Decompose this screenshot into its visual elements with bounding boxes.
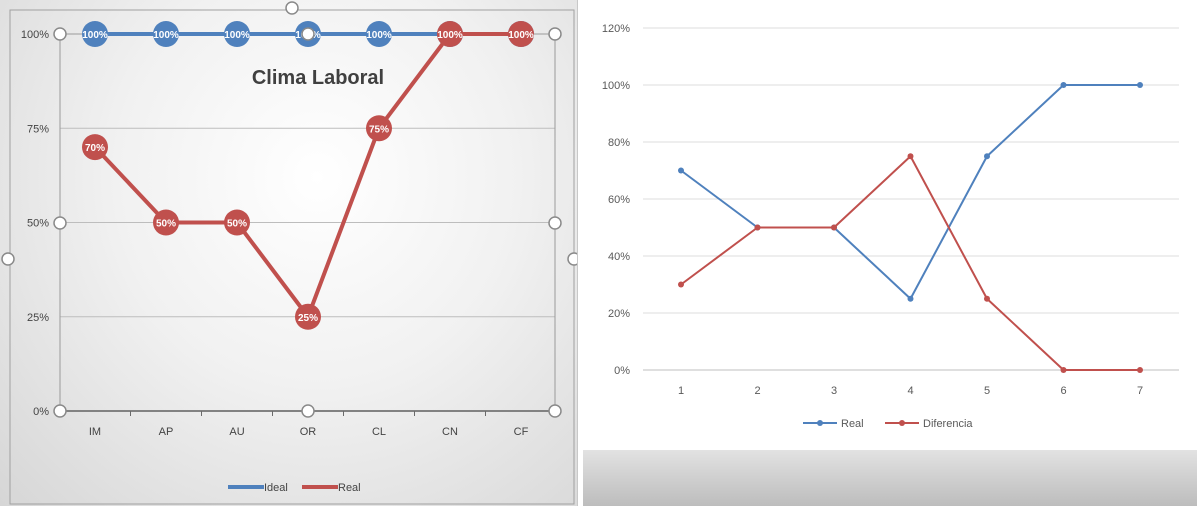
y-tick-label: 20% [608, 308, 630, 320]
real-diferencia-chart: 0% 20% 40% 60% 80% 100% 120% 1 2 3 4 5 6 7 Real Diferen… [602, 23, 1179, 430]
chart-title: Clima Laboral [252, 67, 384, 89]
y-tick-label: 75% [27, 123, 49, 135]
data-point-ideal[interactable] [153, 21, 179, 47]
resize-handle[interactable] [53, 404, 67, 418]
y-tick-label: 50% [27, 218, 49, 230]
y-tick-label: 60% [608, 194, 630, 206]
data-point-real[interactable] [1060, 82, 1067, 88]
resize-handle[interactable] [301, 27, 315, 41]
y-tick-label: 100% [602, 80, 630, 92]
data-label: 100% [153, 30, 179, 41]
bottom-gray-band [583, 450, 1197, 506]
data-label: 75% [369, 124, 389, 135]
x-tick-label: OR [300, 426, 317, 438]
series-line-real [680, 84, 1140, 300]
data-point-real[interactable] [1137, 82, 1143, 88]
x-tick-label: 3 [831, 385, 837, 397]
x-tick-label: AP [159, 426, 174, 438]
data-label: 100% [437, 30, 463, 41]
data-label: 100% [366, 30, 392, 41]
data-point-real[interactable] [224, 209, 250, 236]
x-tick-label: AU [229, 426, 244, 438]
y-tick-label: 25% [27, 312, 49, 324]
data-label: 100% [82, 30, 108, 41]
x-tick-label: 4 [907, 385, 913, 397]
legend-label: Ideal [264, 482, 288, 494]
x-tick-label: CF [514, 426, 529, 438]
data-point-ideal[interactable] [82, 21, 108, 47]
resize-handle[interactable] [548, 404, 562, 418]
resize-handle[interactable] [548, 27, 562, 41]
y-tick-label: 100% [21, 29, 49, 41]
x-tick-label: 7 [1137, 385, 1143, 397]
resize-handle[interactable] [53, 27, 67, 41]
data-point-diferencia[interactable] [831, 224, 837, 231]
data-point-ideal[interactable] [366, 21, 392, 47]
data-point-real[interactable] [366, 115, 392, 142]
data-label: 50% [156, 219, 176, 230]
data-point-diferencia[interactable] [984, 295, 990, 302]
data-point-real[interactable] [678, 167, 684, 174]
data-point-real[interactable] [437, 21, 463, 47]
legend-label: Real [338, 482, 361, 494]
legend-label: Diferencia [923, 418, 973, 430]
data-point-real[interactable] [907, 295, 914, 302]
y-tick-label: 120% [602, 23, 630, 35]
x-tick-label: CL [372, 426, 386, 438]
data-point-diferencia[interactable] [907, 153, 914, 160]
legend-marker-dot [817, 420, 823, 426]
resize-handle[interactable] [301, 404, 315, 418]
right-chart-panel: 0% 20% 40% 60% 80% 100% 120% 1 2 3 4 5 6 7 Real Diferen… [583, 0, 1197, 506]
x-tick-label: CN [442, 426, 458, 438]
x-tick-label: 6 [1060, 385, 1066, 397]
data-label: 25% [298, 313, 318, 324]
data-point-ideal[interactable] [224, 21, 250, 47]
data-label: 100% [224, 30, 250, 41]
data-point-real[interactable] [153, 209, 179, 236]
y-tick-label: 0% [33, 406, 49, 418]
x-tick-label: 1 [678, 385, 684, 397]
y-tick-label: 40% [608, 251, 630, 263]
resize-handle[interactable] [1, 252, 15, 266]
data-point-real[interactable] [82, 134, 108, 161]
legend-marker-dot [899, 420, 905, 426]
resize-handle[interactable] [567, 252, 581, 266]
data-label: 50% [227, 219, 247, 230]
data-label: 100% [508, 30, 534, 41]
data-point-diferencia[interactable] [1060, 367, 1067, 373]
legend-label: Real [841, 418, 864, 430]
series-line-diferencia [680, 155, 1140, 371]
resize-handle[interactable] [548, 216, 562, 230]
data-point-real[interactable] [508, 21, 534, 47]
data-point-diferencia[interactable] [754, 224, 761, 231]
data-point-diferencia[interactable] [678, 281, 684, 288]
y-tick-label: 0% [614, 365, 630, 377]
x-tick-label: 2 [754, 385, 760, 397]
resize-handle[interactable] [285, 1, 299, 15]
data-point-diferencia[interactable] [1137, 367, 1143, 373]
data-point-real[interactable] [295, 303, 321, 330]
y-tick-label: 80% [608, 137, 630, 149]
x-tick-label: 5 [984, 385, 990, 397]
data-point-real[interactable] [984, 153, 990, 160]
left-chart-panel[interactable]: 0% 25% 50% 75% 100% IM AP AU OR CL CN CF Clima Labor… [0, 0, 581, 506]
data-label: 70% [85, 143, 105, 154]
resize-handle[interactable] [53, 216, 67, 230]
clima-laboral-chart: 0% 25% 50% 75% 100% IM AP AU OR CL CN CF Clima Labor… [1, 1, 581, 505]
x-tick-label: IM [89, 426, 101, 438]
